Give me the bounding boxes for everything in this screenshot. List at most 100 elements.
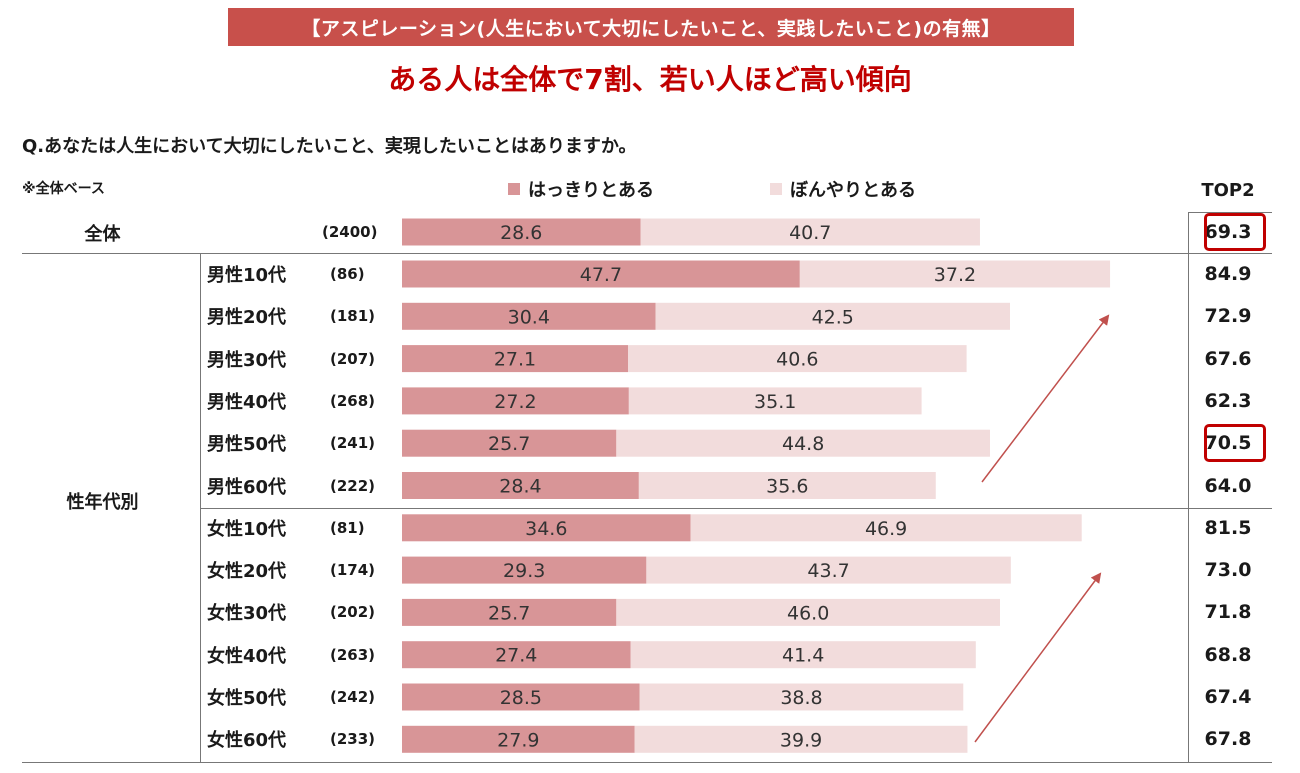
bar-value-clear-5: 25.7 [488, 433, 530, 455]
row-top2-value: 69.3 [1204, 221, 1252, 243]
bar-value-vague-10: 41.4 [782, 645, 824, 667]
bar-clear-6 [402, 472, 639, 499]
row-label: 男性30代 [207, 349, 287, 371]
total-label: 全体 [84, 224, 121, 245]
row-top2-value: 67.6 [1204, 347, 1252, 370]
trend-arrow-male [981, 314, 1110, 483]
bar-value-vague-5: 44.8 [782, 433, 824, 455]
bar-value-vague-11: 38.8 [780, 687, 822, 709]
row-label: 女性40代 [207, 645, 287, 667]
row-sample-size: (233) [330, 730, 376, 749]
row-top2-value: 62.3 [1204, 389, 1252, 412]
bar-value-clear-9: 25.7 [488, 602, 530, 624]
bar-value-clear-4: 27.2 [494, 391, 536, 413]
divider-total [22, 253, 1272, 254]
row-sample-size: (241) [330, 434, 376, 453]
row-label: 女性30代 [207, 603, 287, 625]
trend-arrow-female [974, 572, 1102, 743]
survey-question: Q.あなたは人生において大切にしたいこと、実現したいことはありますか。 [22, 136, 637, 157]
legend-swatch-vague [770, 183, 782, 195]
row-sample-size: (263) [330, 645, 376, 664]
divider-gender [200, 508, 1272, 509]
row-sample-size: (181) [330, 307, 376, 326]
row-top2-value: 84.9 [1204, 263, 1252, 285]
bar-vague-0 [640, 218, 980, 246]
top2-highlight-box [1204, 213, 1266, 251]
bar-value-vague-6: 35.6 [766, 476, 808, 498]
row-label: 女性20代 [207, 561, 287, 583]
bar-value-vague-3: 40.6 [776, 349, 818, 371]
bar-clear-3 [402, 345, 629, 373]
bar-vague-7 [690, 514, 1082, 542]
bar-vague-8 [646, 556, 1011, 584]
row-label: 女性60代 [207, 730, 287, 752]
bar-value-vague-7: 46.9 [865, 518, 907, 540]
bar-value-clear-0: 28.6 [500, 222, 542, 244]
row-label: 男性50代 [207, 434, 287, 456]
bar-clear-10 [402, 641, 631, 669]
bar-value-clear-7: 34.6 [525, 518, 567, 540]
bar-value-clear-3: 27.1 [494, 349, 536, 371]
row-sample-size: (81) [330, 518, 365, 537]
chart-headline: ある人は全体で7割、若い人ほど高い傾向 [388, 63, 912, 96]
divider-top2-column [1188, 212, 1189, 762]
bar-value-vague-12: 39.9 [780, 729, 822, 751]
base-note: ※全体ベース [22, 181, 105, 197]
row-sample-size: (268) [330, 391, 376, 410]
bar-clear-0 [402, 218, 641, 246]
row-top2-value: 68.8 [1204, 643, 1252, 666]
row-sample-size: (202) [330, 603, 376, 622]
bar-clear-9 [402, 598, 617, 626]
bar-vague-6 [638, 472, 936, 499]
bar-value-clear-10: 27.4 [495, 645, 537, 667]
bar-value-clear-8: 29.3 [503, 560, 545, 582]
bar-vague-3 [628, 345, 967, 373]
bar-vague-5 [616, 429, 990, 457]
bar-value-vague-4: 35.1 [754, 391, 796, 413]
row-sample-size: (207) [330, 349, 376, 368]
row-sample-size: (86) [330, 265, 365, 283]
chart-banner: 【アスピレーション(人生において大切にしたいこと、実践したいこと)の有無】 [228, 8, 1074, 46]
bar-vague-12 [634, 725, 968, 753]
row-sample-size: (222) [330, 476, 376, 495]
bar-clear-11 [402, 683, 640, 711]
bar-vague-4 [628, 387, 922, 415]
bar-value-vague-1: 37.2 [934, 264, 976, 286]
row-label: 男性40代 [207, 391, 287, 413]
row-top2-value: 81.5 [1204, 516, 1252, 539]
legend-label-vague: ぼんやりとある [790, 180, 916, 201]
row-label: 男性60代 [207, 476, 287, 498]
legend-label-clear: はっきりとある [528, 180, 654, 201]
row-top2-value: 64.0 [1204, 474, 1252, 497]
row-top2-value: 71.8 [1204, 601, 1252, 624]
row-top2-value: 67.8 [1204, 728, 1252, 751]
bar-value-clear-1: 47.7 [580, 264, 622, 286]
divider-top2-head [1188, 212, 1272, 213]
bar-vague-2 [655, 302, 1010, 330]
bar-value-clear-11: 28.5 [500, 687, 542, 709]
row-top2-value: 72.9 [1204, 305, 1252, 328]
bar-value-vague-8: 43.7 [807, 560, 849, 582]
bar-clear-4 [402, 387, 629, 415]
top2-header: TOP2 [1201, 180, 1255, 201]
bar-clear-1 [402, 260, 800, 288]
bar-value-clear-6: 28.4 [499, 476, 541, 498]
bar-clear-2 [402, 302, 656, 330]
row-label: 女性50代 [207, 688, 287, 709]
bar-vague-10 [630, 641, 976, 669]
bar-value-vague-2: 42.5 [812, 306, 854, 328]
row-label: 男性10代 [207, 265, 287, 286]
top2-highlight-box [1204, 424, 1266, 463]
row-label: 男性20代 [207, 307, 287, 329]
row-label: 女性10代 [207, 518, 287, 540]
bar-clear-12 [402, 725, 635, 753]
bar-value-vague-9: 46.0 [787, 602, 829, 624]
bar-value-clear-12: 27.9 [497, 729, 539, 751]
row-top2-value: 67.4 [1204, 686, 1252, 708]
divider-group-column [200, 253, 201, 762]
legend-item-vague: ぼんやりとある [770, 176, 916, 202]
row-sample-size: (2400) [322, 223, 378, 241]
divider-bottom [22, 762, 1272, 763]
legend-item-clear: はっきりとある [508, 176, 654, 202]
